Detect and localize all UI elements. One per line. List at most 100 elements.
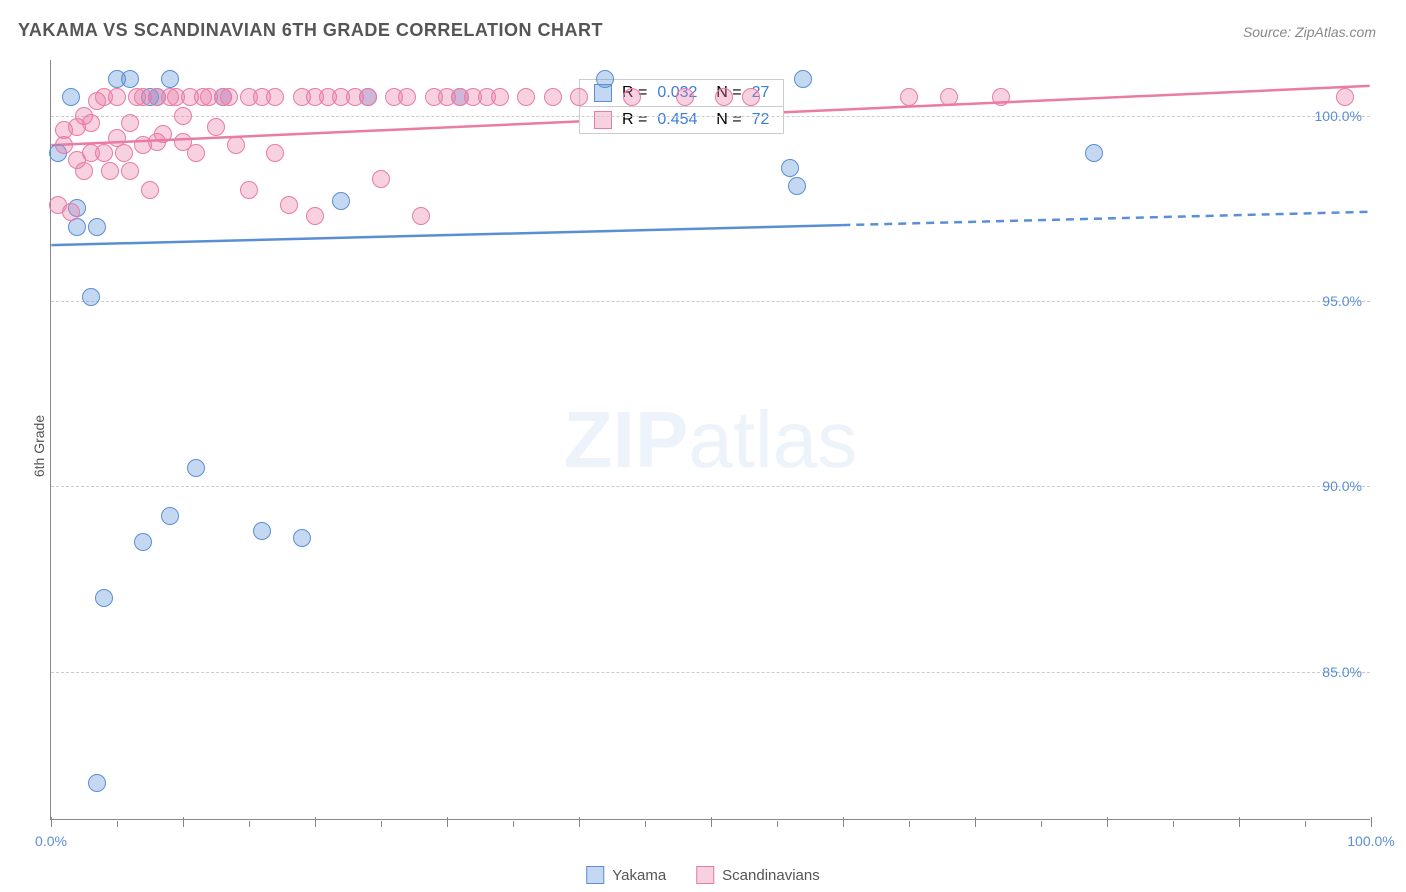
data-point [161,507,179,525]
data-point [174,107,192,125]
data-point [141,181,159,199]
trend-lines [51,60,1370,819]
data-point [62,203,80,221]
data-point [121,162,139,180]
stats-r-label: R = [622,111,647,129]
stats-row: R = 0.454 N = 72 [580,107,783,133]
data-point [412,207,430,225]
data-point [306,207,324,225]
x-tick [1107,817,1108,827]
x-tick [1305,821,1306,827]
data-point [1336,88,1354,106]
data-point [676,88,694,106]
data-point [227,136,245,154]
x-tick [645,821,646,827]
data-point [293,529,311,547]
data-point [154,125,172,143]
data-point [95,144,113,162]
gridline-h [51,486,1370,487]
gridline-h [51,116,1370,117]
data-point [715,88,733,106]
x-tick-label: 0.0% [35,833,67,849]
legend-swatch [586,866,604,884]
data-point [940,88,958,106]
data-point [517,88,535,106]
y-tick-label: 85.0% [1322,664,1362,680]
chart-title: YAKAMA VS SCANDINAVIAN 6TH GRADE CORRELA… [18,20,603,41]
watermark: ZIPatlas [564,394,857,486]
plot-area: ZIPatlas R = 0.032 N = 27R = 0.454 N = 7… [50,60,1370,820]
data-point [781,159,799,177]
x-tick [1041,821,1042,827]
x-tick [711,817,712,827]
x-tick [843,817,844,827]
data-point [95,589,113,607]
legend-swatch [696,866,714,884]
x-tick [579,817,580,827]
x-tick [117,821,118,827]
data-point [115,144,133,162]
x-tick [315,817,316,827]
stats-r-value: 0.454 [657,111,697,129]
legend-label: Scandinavians [722,867,820,884]
x-tick [777,821,778,827]
data-point [88,774,106,792]
data-point [121,114,139,132]
data-point [359,88,377,106]
x-tick [249,821,250,827]
data-point [266,88,284,106]
x-tick-label: 100.0% [1347,833,1394,849]
data-point [491,88,509,106]
data-point [266,144,284,162]
legend-label: Yakama [612,867,666,884]
data-point [187,144,205,162]
data-point [280,196,298,214]
data-point [596,70,614,88]
data-point [253,522,271,540]
data-point [75,162,93,180]
source-attribution: Source: ZipAtlas.com [1243,24,1376,40]
x-tick [447,817,448,827]
data-point [623,88,641,106]
data-point [62,88,80,106]
x-tick [1173,821,1174,827]
data-point [398,88,416,106]
data-point [372,170,390,188]
data-point [108,88,126,106]
y-tick-label: 95.0% [1322,293,1362,309]
x-tick [1371,817,1372,827]
data-point [788,177,806,195]
data-point [121,70,139,88]
data-point [101,162,119,180]
data-point [240,181,258,199]
x-tick [1239,817,1240,827]
stats-swatch [594,111,612,129]
data-point [82,288,100,306]
x-tick [513,821,514,827]
data-point [1085,144,1103,162]
data-point [207,118,225,136]
data-point [742,88,760,106]
x-tick [909,821,910,827]
data-point [900,88,918,106]
gridline-h [51,301,1370,302]
data-point [570,88,588,106]
legend-item: Scandinavians [696,866,820,884]
data-point [187,459,205,477]
y-tick-label: 90.0% [1322,478,1362,494]
stats-box: R = 0.032 N = 27R = 0.454 N = 72 [579,79,784,134]
stats-n-value: 72 [752,111,770,129]
data-point [88,218,106,236]
data-point [82,114,100,132]
data-point [55,136,73,154]
x-tick [51,817,52,827]
data-point [332,192,350,210]
y-axis-label: 6th Grade [31,415,47,477]
data-point [220,88,238,106]
legend-item: Yakama [586,866,666,884]
data-point [794,70,812,88]
data-point [134,533,152,551]
x-tick [381,821,382,827]
data-point [544,88,562,106]
stats-n-label: N = [707,111,741,129]
